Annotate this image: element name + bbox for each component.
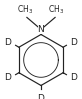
Text: D: D xyxy=(5,38,11,47)
Text: N: N xyxy=(38,25,44,34)
Text: D: D xyxy=(71,38,77,47)
Text: D: D xyxy=(5,73,11,82)
Text: D: D xyxy=(38,94,44,99)
Text: CH$_3$: CH$_3$ xyxy=(17,4,34,16)
Text: D: D xyxy=(71,73,77,82)
Text: CH$_3$: CH$_3$ xyxy=(48,4,65,16)
